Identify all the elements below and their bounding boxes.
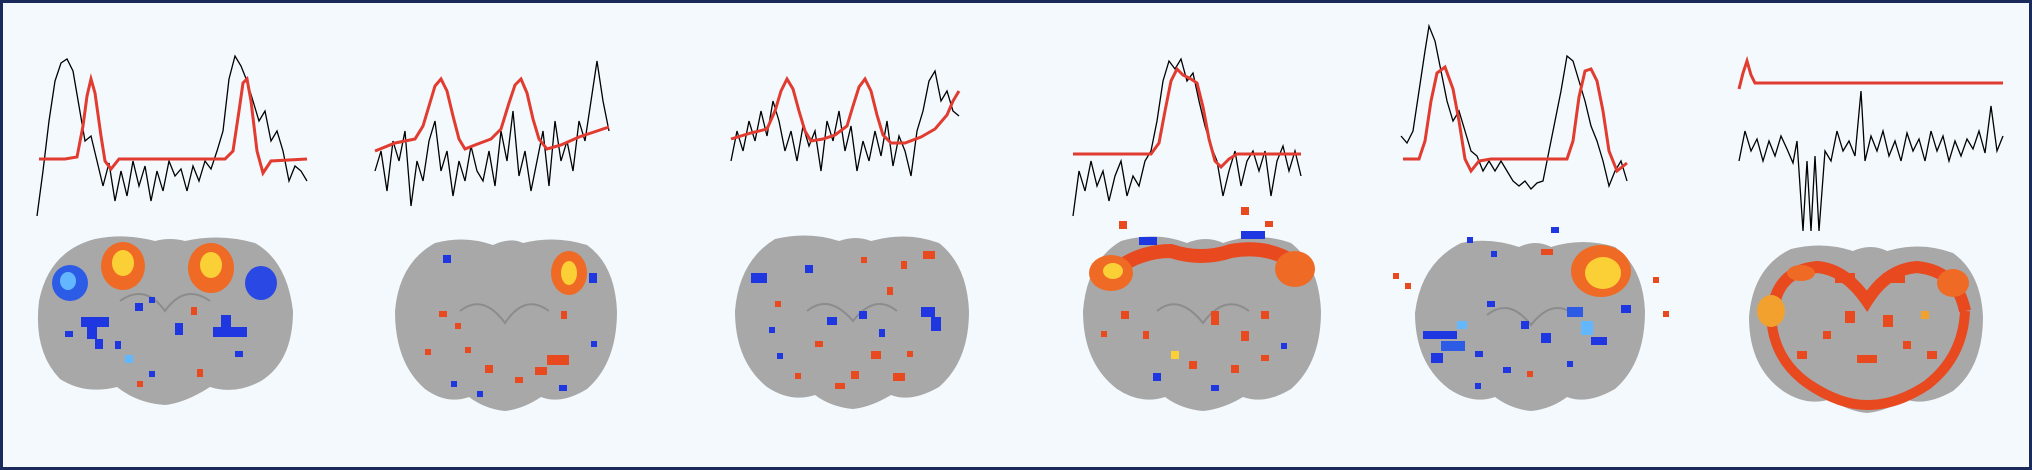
timecourse-plot-6 xyxy=(1737,55,2004,232)
ventricle-outline-2 xyxy=(459,303,550,325)
activation-orange-right-4 xyxy=(1275,251,1315,287)
brain-map-1 xyxy=(37,236,294,405)
activation-yellow-right-2 xyxy=(561,261,577,285)
model-timecourse-4 xyxy=(1073,66,1301,170)
activation-orange-right-6 xyxy=(1937,269,1969,297)
model-timecourse-3 xyxy=(730,75,961,145)
timecourse-plot-1 xyxy=(36,54,308,217)
ventricle-outline-1 xyxy=(119,292,211,313)
measured-timecourse-3 xyxy=(730,69,960,177)
timecourse-plot-3 xyxy=(730,69,961,177)
brain-slice-1 xyxy=(37,236,294,405)
measured-timecourse-4 xyxy=(1072,57,1302,217)
activation-ventral-ring-6 xyxy=(1766,310,1970,411)
brain-map-5 xyxy=(1393,227,1669,411)
panel-3 xyxy=(711,11,1001,463)
model-timecourse-2 xyxy=(374,76,610,153)
measured-timecourse-5 xyxy=(1400,23,1628,190)
brain-slice-3 xyxy=(735,235,969,409)
activation-yellow-right-1 xyxy=(200,252,222,278)
panel-1 xyxy=(25,11,315,463)
brain-slice-4 xyxy=(1083,236,1321,411)
panel-6 xyxy=(1727,11,2017,463)
brain-map-6 xyxy=(1749,245,1983,413)
ventricle-outline-3 xyxy=(806,302,898,323)
panel-5 xyxy=(1391,11,1691,463)
brain-slice-6 xyxy=(1749,245,1983,413)
timecourse-plot-5 xyxy=(1400,23,1628,190)
timecourse-plot-2 xyxy=(374,60,610,207)
model-timecourse-6 xyxy=(1737,55,2003,90)
ventricle-outline-4 xyxy=(1156,303,1250,325)
measured-timecourse-2 xyxy=(374,60,610,207)
model-timecourse-5 xyxy=(1403,64,1628,174)
activation-lightblue-left-1 xyxy=(60,272,76,290)
model-timecourse-1 xyxy=(39,73,308,177)
activation-blue-right-1 xyxy=(245,266,277,300)
panel-4 xyxy=(1061,11,1351,463)
activation-cortical-ring-4 xyxy=(1095,242,1312,288)
activation-yellow-left-4 xyxy=(1103,263,1123,279)
brain-map-2 xyxy=(395,239,617,411)
brain-map-4 xyxy=(1083,207,1321,411)
brain-map-3 xyxy=(735,235,969,409)
measured-timecourse-6 xyxy=(1738,90,2004,232)
ventricle-outline-5 xyxy=(1486,306,1576,327)
activation-orange-left-top-6 xyxy=(1787,265,1815,281)
timecourse-plot-4 xyxy=(1072,57,1302,217)
activation-yellow-left-6 xyxy=(1757,295,1785,327)
panel-2 xyxy=(365,11,655,463)
activation-yellow-right-5 xyxy=(1585,257,1621,289)
measured-timecourse-1 xyxy=(36,54,308,217)
activation-yellow-left-1 xyxy=(112,250,134,276)
